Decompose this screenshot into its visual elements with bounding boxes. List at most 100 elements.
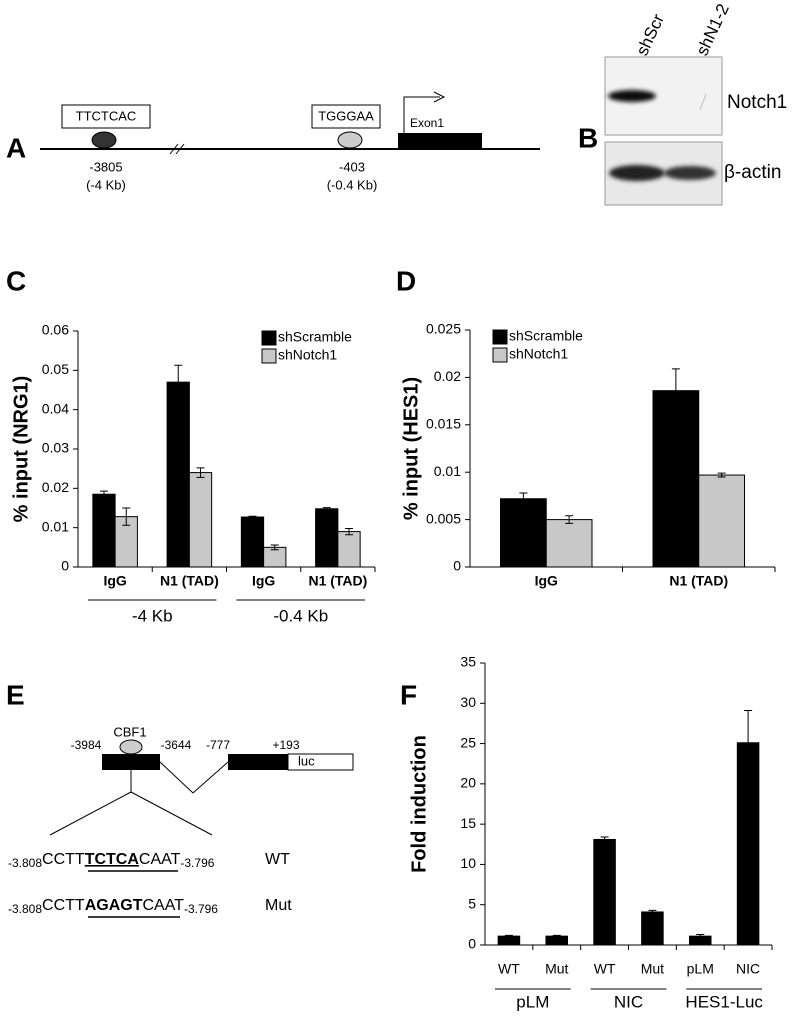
panel-label: A bbox=[6, 132, 26, 163]
y-axis-label: % input (HES1) bbox=[400, 377, 422, 520]
panel-label: D bbox=[396, 265, 416, 296]
error-bar bbox=[600, 836, 609, 843]
site-marker bbox=[91, 131, 117, 149]
seq-motif: AGAGT bbox=[85, 897, 143, 914]
error-bar bbox=[717, 472, 726, 478]
bar bbox=[188, 472, 213, 568]
y-tick-label: 20 bbox=[460, 775, 476, 791]
legend-label: shScramble bbox=[278, 329, 352, 345]
seq-prefix: CCTT bbox=[42, 851, 85, 868]
factor-marker bbox=[119, 739, 143, 755]
group-label: HES1-Luc bbox=[685, 992, 763, 1011]
bar bbox=[641, 911, 664, 946]
sequence-label: Mut bbox=[265, 897, 292, 914]
promoter-diagram: TTCTCAC -3805 (-4 Kb) TGGGAA -403 (-0.4 … bbox=[40, 91, 540, 192]
error-bar bbox=[248, 515, 257, 519]
error-bar bbox=[519, 492, 528, 505]
error-bar bbox=[345, 527, 354, 536]
site-sequence: TGGGAA bbox=[318, 108, 374, 123]
error-bar bbox=[648, 909, 657, 915]
x-tick-label: N1 (TAD) bbox=[160, 573, 219, 589]
bar bbox=[166, 381, 190, 568]
y-tick-label: 0.01 bbox=[434, 463, 461, 479]
group-label: -0.4 Kb bbox=[273, 606, 328, 625]
tss-arrowhead bbox=[433, 91, 446, 103]
error-bar bbox=[122, 507, 131, 526]
legend-swatch bbox=[261, 330, 277, 346]
factor-label: CBF1 bbox=[113, 724, 146, 739]
panel-label: F bbox=[400, 679, 417, 710]
legend-label: shNotch1 bbox=[509, 346, 568, 362]
group-label: pLM bbox=[516, 992, 549, 1011]
legend-swatch bbox=[261, 348, 277, 364]
x-tick-label: N1 (TAD) bbox=[669, 573, 728, 589]
error-bar bbox=[99, 490, 108, 498]
panel-label: B bbox=[578, 122, 598, 153]
panel-label: E bbox=[6, 679, 25, 710]
y-tick-label: 30 bbox=[460, 694, 476, 710]
error-bar bbox=[174, 364, 183, 400]
x-tick-label: NIC bbox=[736, 961, 760, 977]
sequence-wt: -3.808CCTTTCTCACAAT-3.796 bbox=[8, 851, 215, 870]
y-tick-label: 0.025 bbox=[426, 321, 461, 337]
seq-start: -3.808 bbox=[8, 902, 42, 916]
bar bbox=[240, 516, 265, 568]
site-marker bbox=[337, 131, 363, 149]
site-sequence: TTCTCAC bbox=[76, 108, 137, 123]
error-bar bbox=[565, 515, 574, 524]
x-tick-label: IgG bbox=[103, 573, 126, 589]
blot-band bbox=[608, 90, 656, 102]
x-tick-label: Mut bbox=[641, 961, 664, 977]
x-tick-label: pLM bbox=[687, 961, 714, 977]
error-bar bbox=[744, 710, 753, 776]
y-tick-label: 0 bbox=[453, 558, 461, 574]
sequence-mut: -3.808CCTTAGAGTCAAT-3.796 bbox=[8, 897, 218, 916]
legend-label: shScramble bbox=[509, 328, 583, 344]
protein-label: Notch1 bbox=[727, 92, 787, 113]
site-distance: (-4 Kb) bbox=[86, 177, 126, 192]
reporter-diagram: CBF1 -3984 -3644 -777 +193 luc -3.808CCT… bbox=[8, 724, 354, 918]
exon-label: Exon1 bbox=[410, 116, 444, 130]
x-tick-label: IgG bbox=[535, 573, 558, 589]
region-box bbox=[102, 754, 160, 770]
y-tick-label: 5 bbox=[468, 895, 476, 911]
error-bar bbox=[552, 934, 561, 938]
splice-line bbox=[159, 761, 229, 794]
y-tick-label: 0.02 bbox=[42, 479, 69, 495]
legend-swatch bbox=[492, 347, 508, 363]
bar bbox=[263, 546, 287, 568]
error-bar bbox=[504, 934, 513, 938]
error-bar bbox=[270, 544, 279, 551]
panel-label: C bbox=[6, 265, 26, 296]
x-tick-label: WT bbox=[594, 961, 616, 977]
bar bbox=[545, 519, 593, 568]
luc-box bbox=[287, 753, 354, 771]
seq-motif: TCTCA bbox=[85, 851, 140, 868]
x-tick-label: Mut bbox=[545, 961, 568, 977]
y-tick-label: 0.01 bbox=[42, 518, 69, 534]
position-label: -777 bbox=[206, 738, 230, 752]
y-tick-label: 0.02 bbox=[434, 368, 461, 384]
legend-label: shNotch1 bbox=[278, 347, 337, 363]
y-tick-label: 0.005 bbox=[426, 510, 461, 526]
y-tick-label: 10 bbox=[460, 855, 476, 871]
seq-end: -3.796 bbox=[184, 902, 218, 916]
error-bar bbox=[671, 368, 680, 413]
bar bbox=[497, 935, 521, 946]
seq-end: -3.796 bbox=[180, 856, 214, 870]
seq-suffix: CAAT bbox=[142, 897, 184, 914]
error-bar bbox=[322, 507, 331, 511]
break-mark bbox=[175, 143, 185, 155]
seq-start: -3.808 bbox=[8, 856, 42, 870]
tss-arrow bbox=[403, 96, 440, 133]
error-bar bbox=[196, 467, 205, 478]
y-tick-label: 0.05 bbox=[42, 361, 69, 377]
y-axis-label: % input (NRG1) bbox=[10, 376, 32, 523]
group-label: -4 Kb bbox=[132, 606, 173, 625]
error-bar bbox=[696, 934, 705, 939]
reporter-label: luc bbox=[298, 753, 315, 768]
y-tick-label: 0.015 bbox=[426, 416, 461, 432]
bar bbox=[500, 498, 547, 568]
western-blot: shScr shN1-2 Notch1 β-actin bbox=[604, 1, 787, 206]
